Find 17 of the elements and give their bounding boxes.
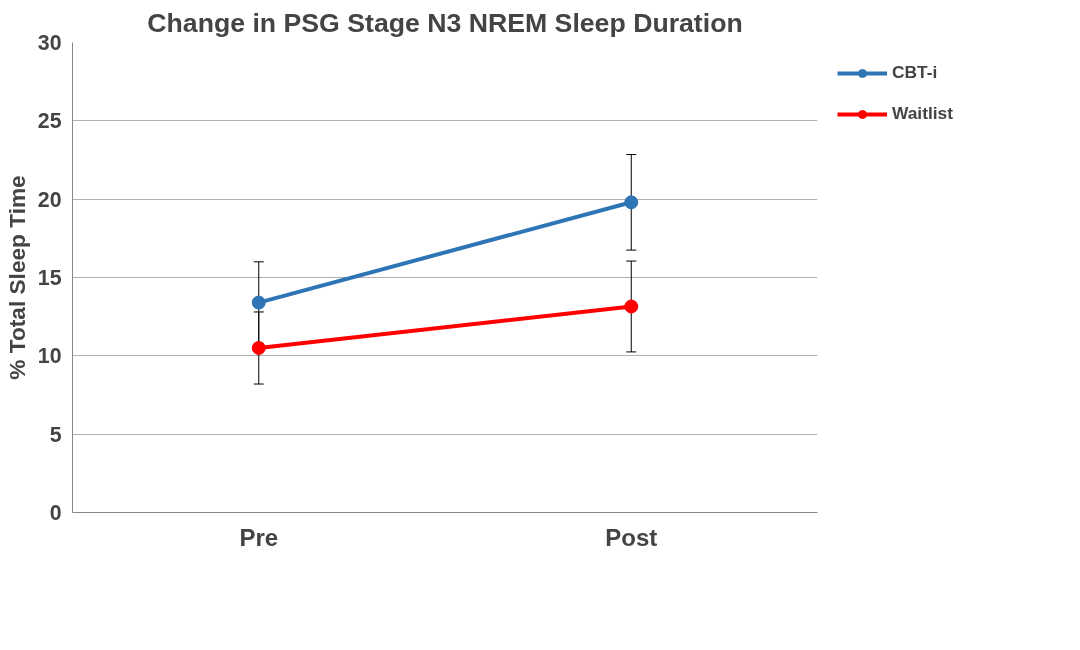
y-tick-label: 25: [37, 109, 62, 134]
y-tick-label: 20: [37, 187, 62, 212]
y-tick-label: 5: [49, 422, 62, 447]
y-tick-label: 0: [49, 501, 62, 525]
legend-label: Waitlist: [892, 103, 953, 124]
chart-title: Change in PSG Stage N3 NREM Sleep Duration: [147, 7, 743, 38]
legend-label: CBT-i: [892, 62, 938, 83]
point: [624, 195, 639, 210]
y-axis-title: % Total Sleep Time: [3, 175, 30, 380]
y-tick-label: 15: [37, 266, 62, 290]
y-tick-label: 30: [37, 31, 62, 55]
point: [624, 299, 639, 314]
point: [251, 341, 266, 355]
x-tick-label: Pre: [239, 523, 279, 551]
point: [251, 295, 266, 310]
x-tick-label: Post: [605, 523, 658, 551]
y-tick-label: 10: [37, 344, 62, 369]
